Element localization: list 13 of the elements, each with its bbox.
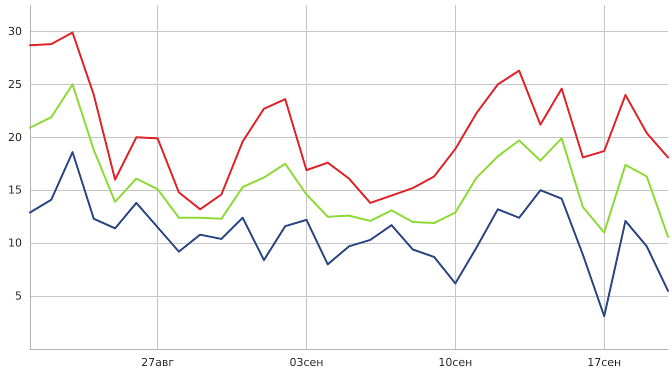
y-tick-label: 25: [8, 78, 22, 91]
y-tick-label: 5: [15, 290, 22, 303]
y-tick-label: 20: [8, 130, 22, 144]
y-tick-label: 15: [8, 184, 22, 197]
line-series: [29, 83, 669, 238]
x-tick-label: 27авг: [141, 356, 174, 369]
x-tick-label: 10сен: [438, 356, 472, 369]
line-series: [29, 151, 669, 318]
x-tick-label: 03сен: [289, 356, 324, 369]
x-tick-label: 17сен: [587, 356, 622, 369]
y-tick-label: 10: [8, 236, 22, 250]
line-series: [29, 32, 669, 210]
y-tick-label: 30: [8, 24, 22, 38]
